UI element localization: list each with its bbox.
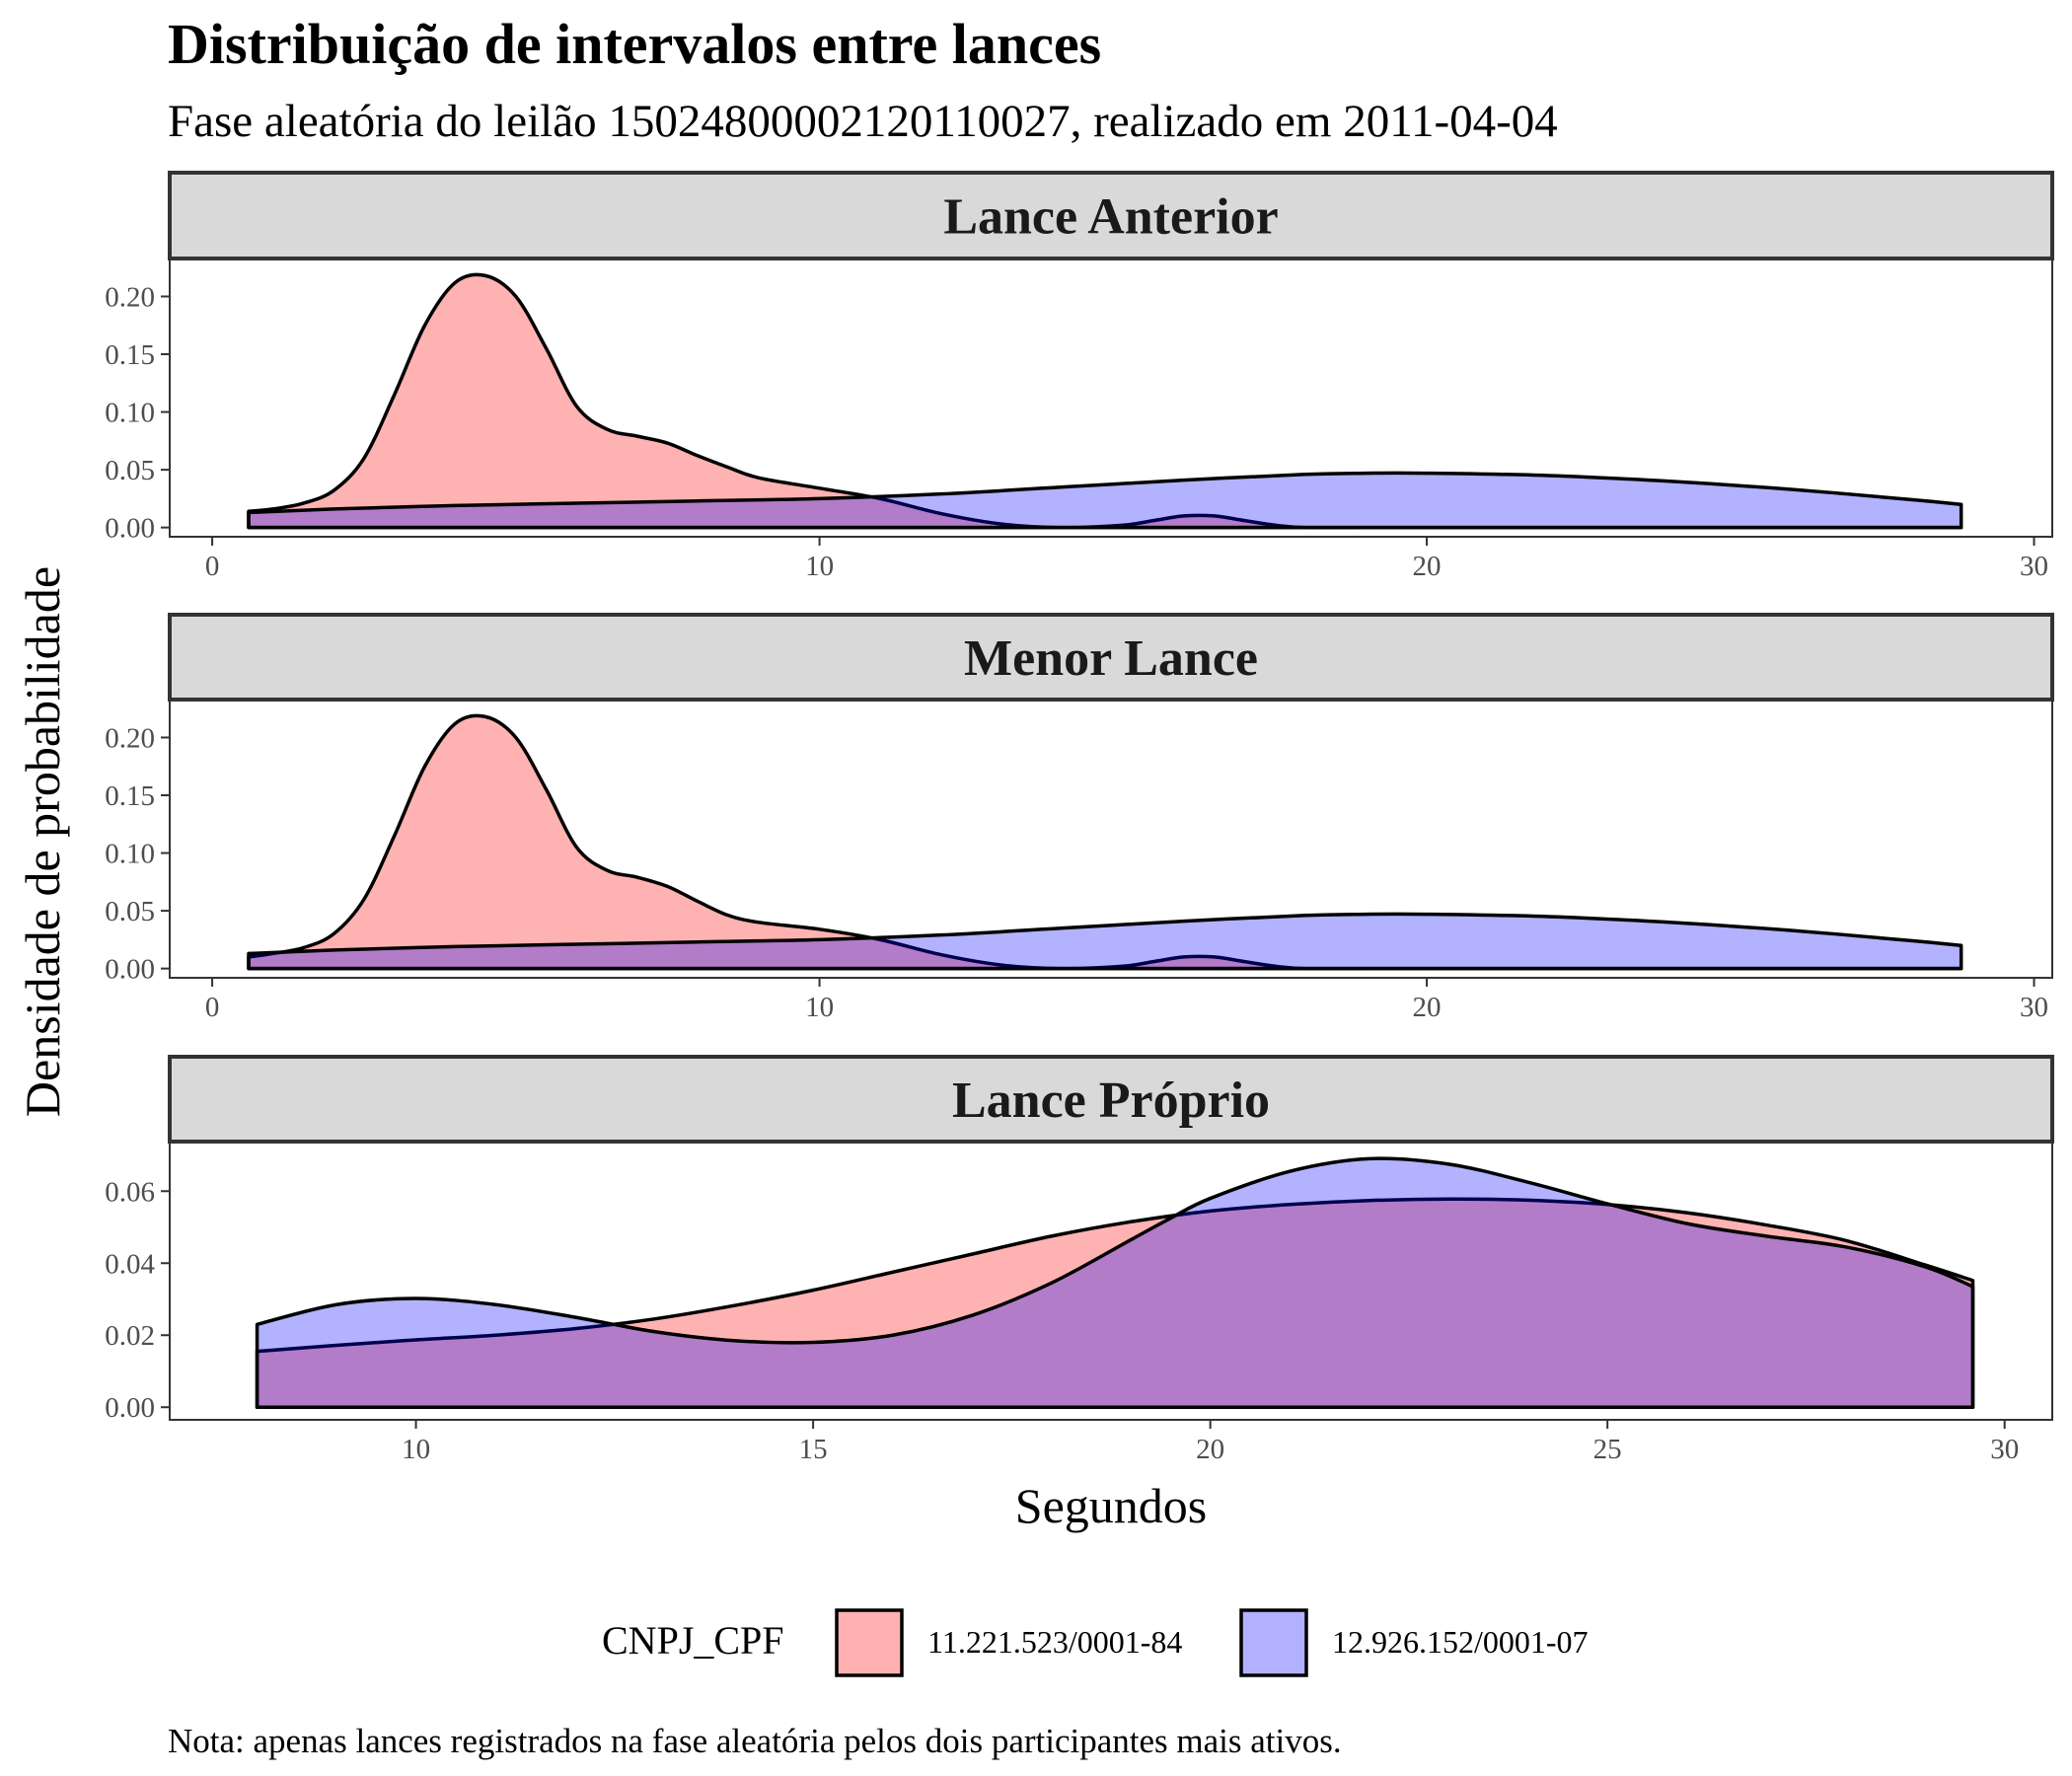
y-tick-label: 0.02: [105, 1320, 155, 1352]
legend-title: CNPJ_CPF: [602, 1618, 784, 1663]
y-tick-label: 0.15: [105, 339, 155, 371]
y-tick-label: 0.00: [105, 954, 155, 986]
x-tick-label: 20: [1413, 551, 1442, 582]
panel-0: Lance Anterior 0.00 0.05 0.10 0.15 0.20 0 10 20 3…: [105, 171, 2054, 582]
x-tick-label: 25: [1593, 1434, 1622, 1465]
facet-panels: Lance Anterior 0.00 0.05 0.10 0.15 0.20 0 10 20 3…: [105, 171, 2054, 1465]
facet-strip-label: Lance Anterior: [943, 189, 1278, 246]
legend: CNPJ_CPF 11.221.523/0001-84 12.926.152/0…: [602, 1608, 1589, 1677]
density-area: [255, 1156, 1975, 1409]
density-area: [247, 912, 1963, 971]
y-tick-label: 0.10: [105, 398, 155, 429]
x-tick-label: 30: [2020, 992, 2048, 1023]
panel-border: [169, 1142, 2053, 1421]
panel-border: [169, 700, 2053, 979]
x-tick-label: 20: [1413, 992, 1442, 1023]
panel-1: Menor Lance 0.00 0.05 0.10 0.15 0.20 0 10 20 30: [105, 613, 2054, 1023]
legend-key-series-b: [1239, 1608, 1308, 1677]
x-tick-label: 10: [402, 1434, 430, 1465]
x-tick-label: 10: [805, 551, 834, 582]
x-tick-label: 30: [1990, 1434, 2019, 1465]
chart-title: Distribuição de intervalos entre lances: [168, 12, 1101, 76]
facet-strip-label: Lance Próprio: [952, 1073, 1270, 1129]
facet-strip: [168, 171, 2054, 260]
density-area: [247, 471, 1963, 530]
legend-label-series-b: 12.926.152/0001-07: [1332, 1624, 1589, 1660]
x-tick-label: 0: [205, 551, 220, 582]
panel-2: Lance Próprio 0.00 0.02 0.04 0.06 10 15 20 25 30: [105, 1055, 2054, 1465]
y-tick-label: 0.06: [105, 1176, 155, 1208]
y-tick-label: 0.20: [105, 722, 155, 754]
y-tick-label: 0.00: [105, 1392, 155, 1424]
x-axis-title: Segundos: [1015, 1478, 1207, 1533]
facet-strip: [168, 613, 2054, 702]
facet-strip-label: Menor Lance: [964, 630, 1258, 687]
x-tick-label: 30: [2020, 551, 2048, 582]
y-axis-title: Densidade de probabilidade: [15, 566, 70, 1117]
x-tick-label: 15: [799, 1434, 828, 1465]
chart-caption: Nota: apenas lances registrados na fase …: [168, 1722, 1342, 1760]
y-tick-label: 0.00: [105, 513, 155, 545]
y-tick-label: 0.15: [105, 780, 155, 812]
y-tick-label: 0.10: [105, 839, 155, 870]
y-tick-label: 0.20: [105, 281, 155, 313]
y-tick-label: 0.05: [105, 455, 155, 486]
legend-key-series-a: [835, 1608, 904, 1677]
x-tick-label: 10: [805, 992, 834, 1023]
y-tick-label: 0.04: [105, 1248, 155, 1280]
chart-subtitle: Fase aleatória do leilão 150248000021201…: [168, 96, 1558, 147]
density-area: [255, 1197, 1975, 1409]
panel-border: [169, 259, 2053, 538]
x-tick-label: 0: [205, 992, 220, 1023]
y-tick-label: 0.05: [105, 896, 155, 927]
legend-label-series-a: 11.221.523/0001-84: [927, 1624, 1182, 1660]
x-tick-label: 20: [1196, 1434, 1224, 1465]
